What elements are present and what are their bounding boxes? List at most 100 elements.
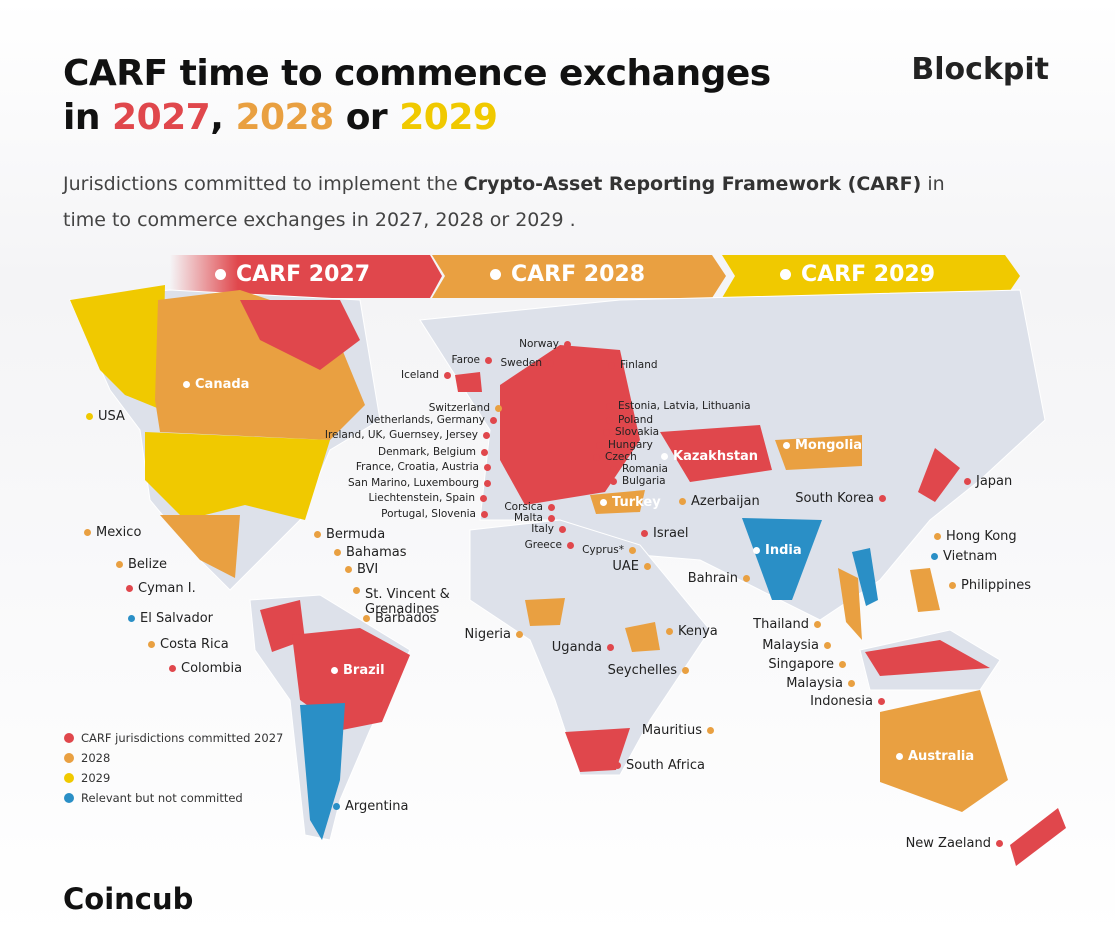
- brand: Blockpit: [911, 52, 1049, 87]
- marker-dot: [169, 665, 176, 672]
- jurisdiction-label: Uganda: [552, 640, 614, 655]
- jurisdiction-name: Kenya: [678, 624, 718, 639]
- marker-dot: [878, 698, 885, 705]
- region: [160, 515, 240, 578]
- marker-dot: [641, 530, 648, 537]
- jurisdiction-label: Azerbaijan: [679, 494, 760, 509]
- legend-item: Relevant but not committed: [64, 788, 283, 808]
- marker-dot: [484, 464, 491, 471]
- banner-dot: [780, 269, 791, 280]
- marker-dot: [607, 644, 614, 651]
- jurisdiction-name: Vietnam: [943, 549, 998, 564]
- marker-dot: [610, 466, 617, 473]
- jurisdiction-label: France, Croatia, Austria: [356, 460, 491, 475]
- jurisdiction-label: India: [753, 543, 802, 558]
- banner-label: CARF 2029: [801, 262, 936, 287]
- jurisdiction-name: Cyprus*: [582, 544, 624, 556]
- marker-dot: [682, 667, 689, 674]
- jurisdiction-label: Singapore: [768, 657, 846, 672]
- marker-dot: [353, 587, 360, 594]
- jurisdiction-label: Ireland, UK, Guernsey, Jersey: [325, 428, 490, 443]
- jurisdiction-label: Brazil: [331, 663, 385, 678]
- marker-dot: [949, 582, 956, 589]
- marker-dot: [331, 667, 338, 674]
- subtitle-bold: Crypto-Asset Reporting Framework (CARF): [463, 173, 922, 195]
- region: [300, 703, 345, 840]
- marker-dot: [314, 531, 321, 538]
- jurisdiction-label: Hong Kong: [934, 529, 1017, 544]
- jurisdiction-name: South Korea: [795, 491, 874, 506]
- legend-dot: [64, 773, 74, 783]
- jurisdiction-name: New Zaeland: [905, 836, 991, 851]
- marker-dot: [481, 511, 488, 518]
- jurisdiction-name: Czech: [605, 451, 637, 463]
- title-text: or: [345, 97, 388, 138]
- jurisdiction-label: Denmark, Belgium: [378, 445, 488, 460]
- marker-dot: [839, 661, 846, 668]
- marker-dot: [547, 360, 554, 367]
- marker-dot: [603, 429, 610, 436]
- marker-dot: [148, 641, 155, 648]
- marker-dot: [593, 454, 600, 461]
- marker-dot: [567, 542, 574, 549]
- jurisdiction-name: Switzerland: [428, 402, 490, 414]
- jurisdiction-label: South Africa: [614, 758, 705, 773]
- jurisdiction-label: Cyprus*: [582, 543, 636, 558]
- jurisdiction-name: Mexico: [96, 525, 142, 540]
- region: [565, 728, 630, 772]
- marker-dot: [490, 417, 497, 424]
- region: [455, 372, 482, 392]
- marker-dot: [116, 561, 123, 568]
- jurisdiction-name: Singapore: [768, 657, 834, 672]
- jurisdiction-name: Denmark, Belgium: [378, 446, 476, 458]
- title-text: CARF time to commence exchanges: [63, 53, 771, 94]
- jurisdiction-name: Bahamas: [346, 545, 407, 560]
- title-year: 2029: [399, 97, 498, 138]
- jurisdiction-label: Slovakia: [603, 425, 659, 440]
- marker-dot: [600, 499, 607, 506]
- marker-dot: [183, 381, 190, 388]
- title-text: ,: [210, 97, 224, 138]
- marker-dot: [606, 403, 613, 410]
- marker-dot: [679, 498, 686, 505]
- jurisdiction-label: Seychelles: [608, 663, 689, 678]
- marker-dot: [814, 621, 821, 628]
- jurisdiction-name: Belize: [128, 557, 167, 572]
- africa: [469, 519, 711, 776]
- region: [910, 568, 940, 612]
- region: [880, 690, 1008, 812]
- region: [838, 568, 862, 640]
- jurisdiction-label: Portugal, Slovenia: [381, 507, 488, 522]
- jurisdiction-label: Sweden: [501, 356, 554, 371]
- marker-dot: [86, 413, 93, 420]
- marker-dot: [629, 547, 636, 554]
- marker-dot: [548, 504, 555, 511]
- jurisdiction-name: Nigeria: [464, 627, 511, 642]
- jurisdiction-name: UAE: [612, 559, 639, 574]
- marker-dot: [596, 442, 603, 449]
- marker-dot: [128, 615, 135, 622]
- jurisdiction-label: Barbados: [363, 611, 436, 626]
- jurisdiction-name: Poland: [618, 414, 654, 426]
- jurisdiction-name: Kazakhstan: [673, 449, 759, 464]
- footer-brand: Coincub: [63, 882, 194, 916]
- marker-dot: [564, 341, 571, 348]
- marker-dot: [559, 526, 566, 533]
- region: [525, 598, 565, 626]
- marker-dot: [608, 362, 615, 369]
- jurisdiction-name: St. Vincent & Grenadines: [365, 587, 450, 617]
- jurisdiction-label: Indonesia: [810, 694, 885, 709]
- legend-dot: [64, 793, 74, 803]
- region: [918, 448, 960, 502]
- jurisdiction-name: Japan: [976, 474, 1013, 489]
- marker-dot: [610, 478, 617, 485]
- region: [1010, 808, 1066, 866]
- jurisdiction-label: Cyman I.: [126, 581, 196, 596]
- jurisdiction-name: Portugal, Slovenia: [381, 508, 476, 520]
- jurisdiction-label: USA: [86, 409, 125, 424]
- jurisdiction-name: Costa Rica: [160, 637, 229, 652]
- jurisdiction-name: Cyman I.: [138, 581, 196, 596]
- jurisdiction-name: Barbados: [375, 611, 437, 626]
- jurisdiction-label: Turkey: [600, 495, 661, 510]
